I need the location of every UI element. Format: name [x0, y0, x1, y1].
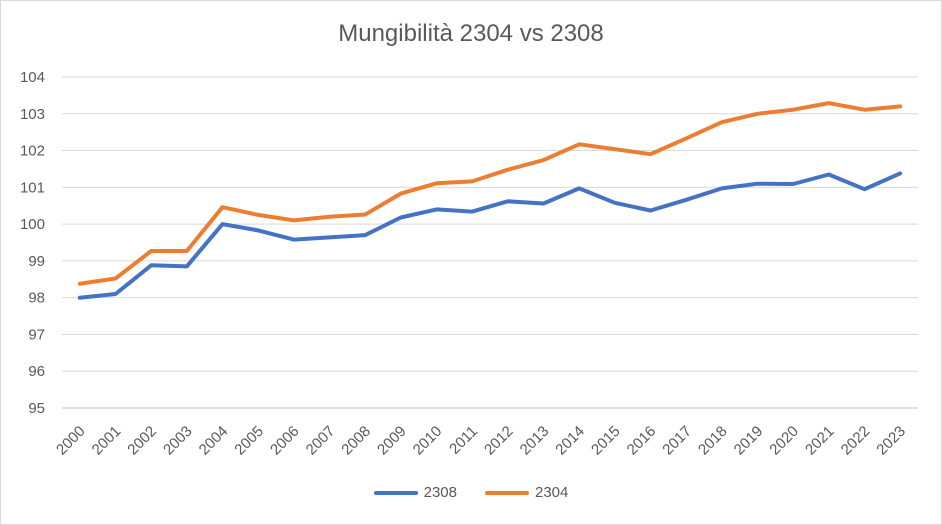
x-tick-label: 2001: [89, 423, 125, 459]
x-tick-label: 2013: [517, 423, 553, 459]
y-tick-label: 96: [28, 363, 45, 380]
x-tick-label: 2000: [53, 423, 89, 459]
legend-swatch-2308: [373, 490, 418, 495]
x-tick-label: 2022: [838, 423, 874, 459]
y-tick-label: 101: [20, 179, 45, 196]
x-tick-label: 2004: [196, 423, 232, 459]
x-tick-label: 2010: [410, 423, 446, 459]
y-tick-label: 95: [28, 400, 45, 417]
x-tick-label: 2002: [124, 423, 160, 459]
y-tick-label: 103: [20, 106, 45, 123]
x-tick-label: 2019: [731, 423, 767, 459]
legend-item-2308: 2308: [373, 484, 457, 501]
y-tick-label: 102: [20, 143, 45, 160]
y-tick-label: 104: [20, 69, 45, 86]
x-tick-label: 2014: [552, 423, 588, 459]
x-tick-label: 2003: [160, 423, 196, 459]
x-tick-label: 2008: [338, 423, 374, 459]
y-tick-label: 97: [28, 326, 45, 343]
legend-item-2304: 2304: [485, 484, 568, 501]
chart-title: Mungibilità 2304 vs 2308: [338, 20, 604, 47]
x-tick-label: 2007: [303, 423, 339, 459]
legend-label-2304: 2304: [535, 484, 569, 501]
x-tick-label: 2012: [481, 423, 517, 459]
x-tick-label: 2006: [267, 423, 303, 459]
x-tick-label: 2005: [231, 423, 267, 459]
x-tick-label: 2023: [873, 423, 909, 459]
series-line-2304: [77, 101, 903, 286]
legend: 2308 2304: [0, 484, 942, 501]
x-tick-label: 2020: [766, 423, 802, 459]
x-tick-label: 2018: [695, 423, 731, 459]
legend-swatch-2304: [485, 490, 529, 495]
y-tick-label: 100: [20, 216, 45, 233]
y-tick-label: 99: [28, 253, 45, 270]
x-tick-label: 2015: [588, 423, 624, 459]
x-tick-label: 2021: [802, 423, 838, 459]
y-tick-label: 98: [28, 290, 45, 307]
series-line-2308: [77, 171, 903, 300]
x-tick-label: 2011: [446, 423, 481, 458]
x-tick-label: 2017: [659, 423, 695, 459]
legend-label-2308: 2308: [423, 484, 457, 501]
x-tick-label: 2009: [374, 423, 410, 459]
x-tick-label: 2016: [624, 423, 660, 459]
